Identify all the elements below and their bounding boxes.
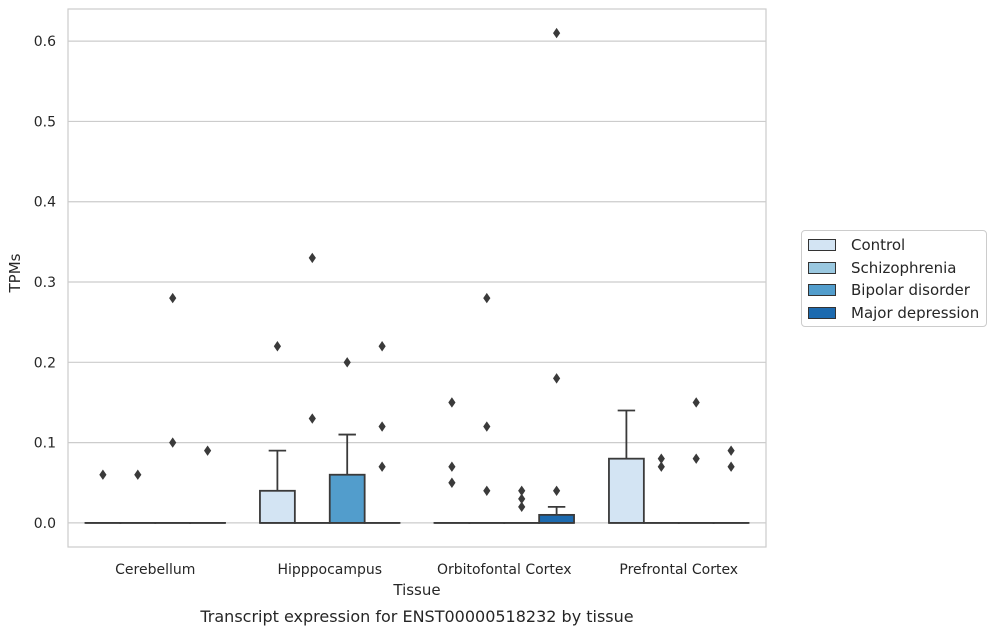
x-tick-label: Cerebellum xyxy=(115,562,195,578)
outlier-point xyxy=(309,413,316,423)
y-tick-labels: 0.0 0.1 0.2 0.3 0.4 0.5 0.6 xyxy=(34,34,56,532)
x-tick-labels: Cerebellum Hipppocampus Orbitofontal Corte… xyxy=(115,562,738,578)
outlier-point xyxy=(553,373,560,383)
outlier-point xyxy=(448,478,455,488)
box-body xyxy=(609,459,644,523)
x-tick-label: Orbitofontal Cortex xyxy=(437,562,572,578)
outlier-point xyxy=(379,462,386,472)
legend-label: Bipolar disorder xyxy=(851,281,970,299)
x-tick-label: Hipppocampus xyxy=(277,562,382,578)
legend-item: Schizophrenia xyxy=(808,257,986,280)
legend-swatch xyxy=(808,284,836,296)
y-tick-label: 0.1 xyxy=(34,436,56,452)
boxes xyxy=(85,410,748,522)
legend-item: Major depression xyxy=(808,302,986,325)
box-body xyxy=(330,475,365,523)
outlier-point xyxy=(483,486,490,496)
legend-item: Bipolar disorder xyxy=(808,279,986,302)
box-body xyxy=(260,491,295,523)
legend: Control Schizophrenia Bipolar disorder Majo… xyxy=(801,230,987,327)
x-axis-label: Tissue xyxy=(392,581,440,599)
outliers xyxy=(99,28,734,512)
y-tick-label: 0.3 xyxy=(34,275,56,291)
outlier-point xyxy=(309,253,316,263)
outlier-point xyxy=(204,445,211,455)
box xyxy=(260,451,295,523)
outlier-point xyxy=(448,397,455,407)
legend-item: Control xyxy=(808,234,986,257)
box xyxy=(330,435,365,523)
outlier-point xyxy=(553,28,560,38)
legend-swatch xyxy=(808,307,836,319)
outlier-point xyxy=(518,502,525,512)
y-tick-label: 0.0 xyxy=(34,516,56,532)
outlier-point xyxy=(344,357,351,367)
outlier-point xyxy=(553,486,560,496)
outlier-point xyxy=(693,397,700,407)
outlier-point xyxy=(728,445,735,455)
outlier-point xyxy=(483,293,490,303)
outlier-point xyxy=(169,437,176,447)
box xyxy=(609,410,644,522)
grid-lines xyxy=(68,41,766,523)
box-body xyxy=(539,515,574,523)
outlier-point xyxy=(379,341,386,351)
legend-swatch xyxy=(808,239,836,251)
legend-label: Schizophrenia xyxy=(851,259,956,277)
y-tick-label: 0.6 xyxy=(34,34,56,50)
y-tick-label: 0.2 xyxy=(34,355,56,371)
legend-swatch xyxy=(808,262,836,274)
outlier-point xyxy=(169,293,176,303)
outlier-point xyxy=(693,453,700,463)
y-tick-label: 0.4 xyxy=(34,195,56,211)
legend-label: Major depression xyxy=(851,304,979,322)
outlier-point xyxy=(274,341,281,351)
outlier-point xyxy=(728,462,735,472)
legend-label: Control xyxy=(851,236,905,254)
outlier-point xyxy=(379,421,386,431)
y-axis-label: TPMs xyxy=(6,253,24,293)
outlier-point xyxy=(99,470,106,480)
outlier-point xyxy=(658,462,665,472)
x-tick-label: Prefrontal Cortex xyxy=(619,562,738,578)
box xyxy=(539,507,574,523)
outlier-point xyxy=(134,470,141,480)
chart-title: Transcript expression for ENST0000051823… xyxy=(199,607,633,626)
outlier-point xyxy=(483,421,490,431)
outlier-point xyxy=(448,462,455,472)
y-tick-label: 0.5 xyxy=(34,114,56,130)
